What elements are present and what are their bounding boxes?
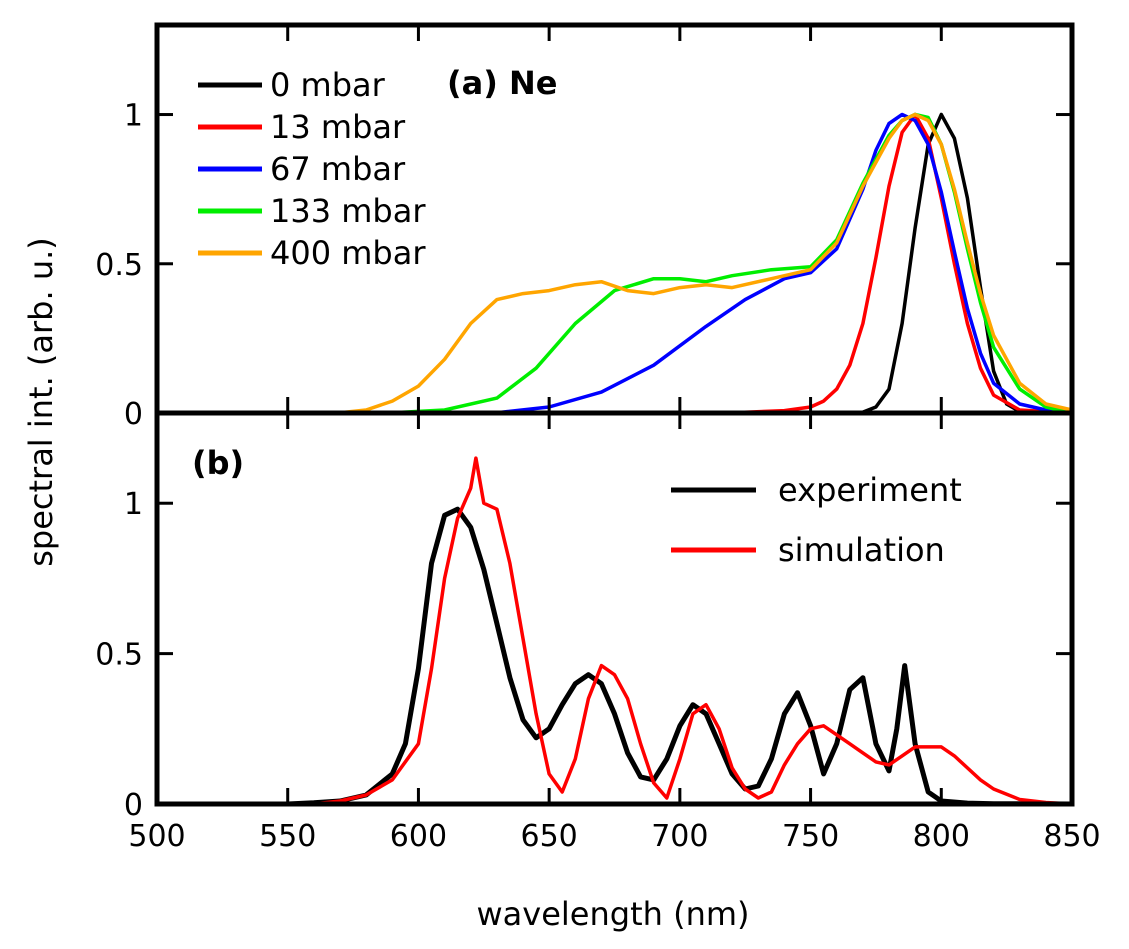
x-tick-label: 600: [390, 819, 447, 854]
series-line-67-mbar: [156, 112, 1073, 415]
y-tick-label: 1: [124, 99, 143, 134]
x-tick-label: 750: [782, 819, 839, 854]
series-line-simulation: [157, 456, 1073, 806]
panel-a-ne-pressure-spectra: 0 0.5 1 (a) Ne 0 mbar 13 mbar 67 mbar 133 mbar 4…: [95, 22, 1075, 432]
x-axis-title: wavelength (nm): [477, 895, 750, 933]
series-line-13-mbar: [156, 112, 1073, 415]
legend-label: 67 mbar: [270, 150, 406, 188]
panel-label: (b): [192, 444, 244, 482]
plot-frame: [154, 410, 1075, 807]
y-tick-label: 1: [124, 487, 143, 522]
series-line-experiment: [157, 506, 1073, 807]
legend-label: 13 mbar: [270, 108, 406, 146]
y-tick-label: 0.5: [95, 248, 143, 283]
y-axis-title: spectral int. (arb. u.): [22, 237, 60, 567]
y-tick-label: 0: [124, 788, 143, 823]
panel-label: (a) Ne: [447, 64, 557, 102]
x-tick-label: 700: [651, 819, 708, 854]
x-tick-label: 500: [128, 819, 185, 854]
y-tick-label: 0: [124, 397, 143, 432]
legend-label: experiment: [778, 471, 962, 509]
panel-b-experiment-vs-simulation: 0 0.5 1 500 550 600 650 700 750 800 850 (b) experime…: [95, 410, 1101, 854]
y-tick-label: 0.5: [95, 638, 143, 673]
legend-label: 133 mbar: [270, 192, 426, 230]
x-tick-label: 550: [259, 819, 316, 854]
x-tick-label: 850: [1043, 819, 1100, 854]
legend-label: 0 mbar: [270, 66, 386, 104]
x-tick-label: 800: [913, 819, 970, 854]
legend-label: 400 mbar: [270, 234, 426, 272]
legend-label: simulation: [778, 531, 945, 569]
x-tick-label: 650: [521, 819, 578, 854]
series-line-400-mbar: [156, 112, 1073, 415]
